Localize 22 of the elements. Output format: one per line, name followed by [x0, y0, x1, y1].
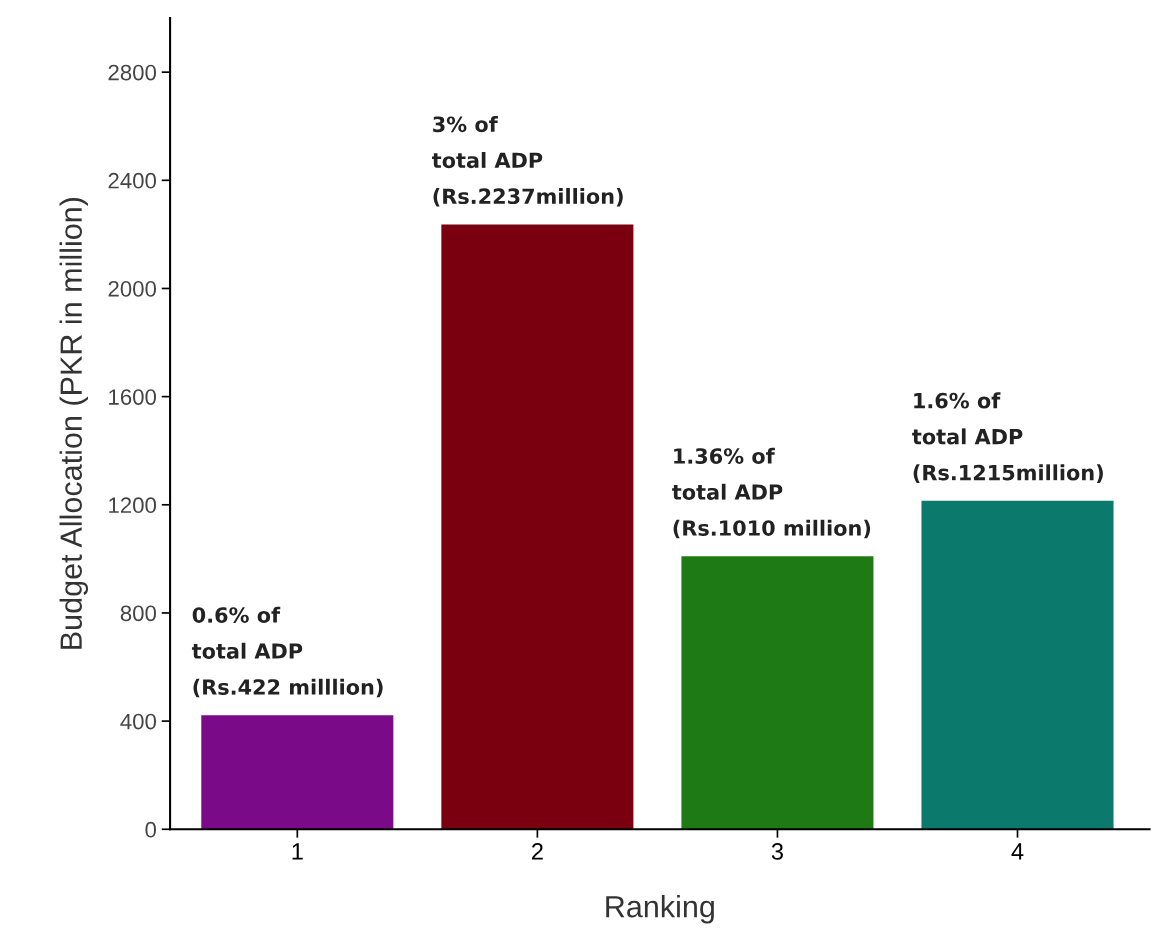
x-axis-title: Ranking	[606, 895, 714, 924]
x-tick-label: 4	[1011, 843, 1024, 860]
annotation: 0.6% of total ADP (Rs.422 milllion)	[191, 606, 383, 698]
annotation: 3% of total ADP (Rs.2237million)	[432, 116, 623, 207]
y-tick-label: 1200	[109, 497, 157, 514]
y-tick-label: 0	[145, 821, 157, 838]
bar	[441, 224, 634, 830]
x-tick-label: 1	[292, 843, 303, 860]
y-tick-label: 2800	[108, 64, 157, 81]
x-tick-label: 3	[771, 843, 783, 860]
bar	[921, 500, 1114, 830]
y-tick-label: 800	[120, 605, 157, 622]
annotation: 1.6% of total ADP (Rs.1215million)	[912, 392, 1103, 483]
bar	[681, 556, 874, 830]
annotation: 1.36% of total ADP (Rs.1010 million)	[672, 447, 871, 539]
y-tick-label: 400	[120, 713, 157, 730]
y-axis-title: Budget Allocation (PKR in million)	[59, 197, 89, 649]
x-tick-label: 2	[532, 843, 543, 860]
y-tick-label: 2000	[108, 281, 157, 297]
bar	[201, 715, 394, 830]
y-tick-label: 1600	[109, 389, 157, 405]
y-tick-label: 2400	[108, 172, 157, 189]
